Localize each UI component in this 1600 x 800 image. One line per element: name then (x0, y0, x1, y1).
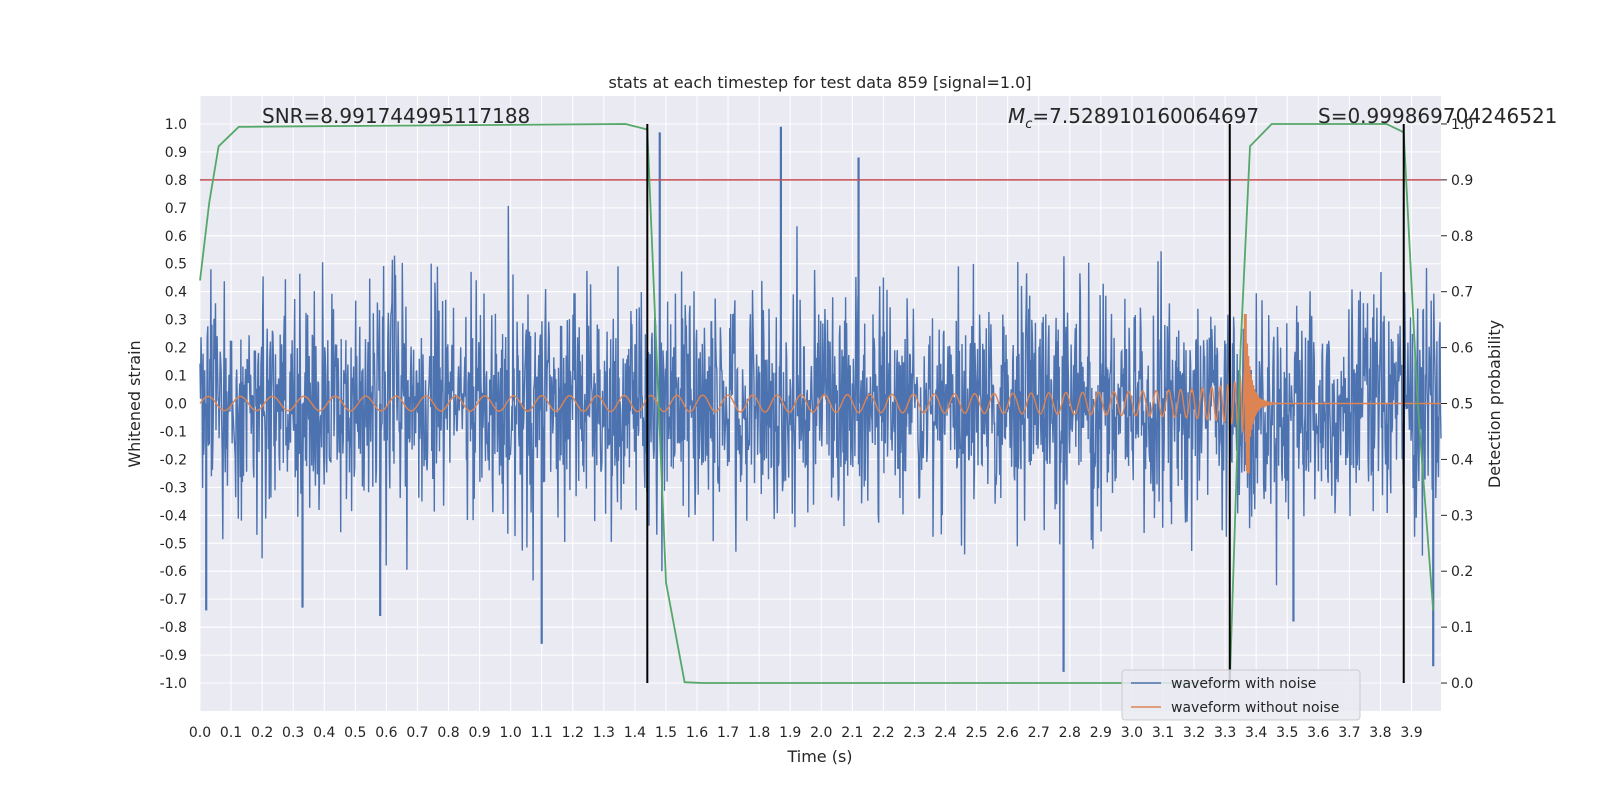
x-tick-label: 1.3 (593, 725, 615, 741)
series-detection-probability (199, 123, 1435, 684)
y-axis-label-right: Detection probability (1485, 320, 1504, 488)
x-tick-label: 0.1 (220, 725, 242, 741)
x-tick-label: 3.1 (1152, 725, 1174, 741)
x-tick-label: 1.0 (500, 725, 522, 741)
y-tick-label-left: 0.0 (165, 397, 187, 413)
y-axis-label-left: Whitened strain (125, 340, 144, 467)
series-waveform-with-noise (199, 205, 1442, 586)
y-tick-label-right: 0.5 (1451, 397, 1473, 413)
y-tick-label-right: 0.2 (1451, 564, 1473, 580)
x-tick-label: 0.8 (437, 725, 459, 741)
x-tick-label: 2.2 (872, 725, 894, 741)
x-tick-label: 1.8 (748, 725, 770, 741)
y-tick-label-right: 0.1 (1451, 620, 1473, 636)
x-tick-label: 3.2 (1183, 725, 1205, 741)
mc-value: =7.528910160064697 (1032, 104, 1259, 128)
y-tick-label-left: 0.1 (165, 369, 187, 385)
y-tick-label-left: 0.9 (165, 145, 187, 161)
y-tick-label-right: 0.8 (1451, 229, 1473, 245)
x-tick-label: 0.7 (406, 725, 428, 741)
x-axis-label: Time (s) (786, 747, 852, 766)
x-tick-label: 0.9 (468, 725, 490, 741)
x-tick-label: 1.2 (562, 725, 584, 741)
x-tick-label: 3.5 (1276, 725, 1298, 741)
y-tick-label-left: -0.6 (160, 564, 187, 580)
x-tick-label: 1.5 (655, 725, 677, 741)
x-tick-label: 2.3 (903, 725, 925, 741)
x-tick-label: 2.9 (1090, 725, 1112, 741)
x-tick-label: 3.6 (1307, 725, 1329, 741)
chart-title: stats at each timestep for test data 859… (608, 73, 1031, 92)
x-tick-label: 2.7 (1028, 725, 1050, 741)
x-tick-label: 2.8 (1059, 725, 1081, 741)
y-tick-label-left: 0.2 (165, 341, 187, 357)
y-tick-label-left: -0.9 (160, 648, 187, 664)
series-waveform-without-noise (199, 343, 1441, 472)
legend-label-clean: waveform without noise (1171, 700, 1339, 716)
series-layer (199, 123, 1442, 684)
y-tick-label-right: 0.7 (1451, 285, 1473, 301)
y-tick-label-left: 0.5 (165, 257, 187, 273)
y-tick-label-left: -0.1 (160, 424, 187, 440)
x-tick-label: 2.6 (997, 725, 1019, 741)
mc-annotation: Mc=7.528910160064697 (1008, 104, 1259, 132)
y-tick-label-right: 0.3 (1451, 508, 1473, 524)
x-tick-label: 0.4 (313, 725, 335, 741)
x-tick-label: 1.6 (686, 725, 708, 741)
y-tick-label-left: 0.7 (165, 201, 187, 217)
legend-box (1121, 669, 1361, 721)
y-tick-label-left: 0.3 (165, 313, 187, 329)
y-tick-label-left: -1.0 (160, 676, 187, 692)
s-annotation: S=0.999869704246521 (1318, 104, 1557, 128)
x-tick-label: 1.7 (717, 725, 739, 741)
x-tick-label: 1.9 (779, 725, 801, 741)
x-tick-label: 3.7 (1338, 725, 1360, 741)
y-tick-label-right: 0.9 (1451, 173, 1473, 189)
x-tick-label: 0.0 (189, 725, 211, 741)
y-tick-label-left: -0.5 (160, 536, 187, 552)
x-tick-label: 1.4 (624, 725, 646, 741)
mc-symbol: M (1008, 104, 1025, 128)
x-tick-label: 0.5 (344, 725, 366, 741)
y-tick-label-left: -0.8 (160, 620, 187, 636)
legend: waveform with noise waveform without noi… (1121, 669, 1361, 721)
y-tick-label-left: 0.8 (165, 173, 187, 189)
y-tick-label-left: 0.6 (165, 229, 187, 245)
snr-annotation: SNR=8.991744995117188 (262, 104, 530, 128)
y-tick-label-left: 0.4 (165, 285, 187, 301)
ticks: 0.0 0.1 0.2 0.3 0.4 0.5 0.6 0.7 0.8 0.9 1.0 1.1 1.2 1… (160, 117, 1474, 741)
x-tick-label: 2.1 (841, 725, 863, 741)
mc-subscript: c (1025, 117, 1032, 132)
x-tick-label: 2.0 (810, 725, 832, 741)
y-tick-label-right: 0.6 (1451, 341, 1473, 357)
x-tick-label: 3.4 (1245, 725, 1267, 741)
y-tick-label-right: 1.0 (1451, 117, 1473, 133)
x-tick-label: 2.4 (934, 725, 956, 741)
x-tick-label: 3.3 (1214, 725, 1236, 741)
y-tick-label-left: -0.2 (160, 452, 187, 468)
y-tick-label-right: 0.0 (1451, 676, 1473, 692)
x-tick-label: 2.5 (965, 725, 987, 741)
y-tick-label-left: 1.0 (165, 117, 187, 133)
x-tick-label: 1.1 (531, 725, 553, 741)
y-tick-label-left: -0.7 (160, 592, 187, 608)
legend-label-noise: waveform with noise (1171, 676, 1316, 692)
y-tick-label-right: 0.4 (1451, 452, 1473, 468)
x-tick-label: 0.2 (251, 725, 273, 741)
x-tick-label: 0.3 (282, 725, 304, 741)
x-tick-label: 3.9 (1400, 725, 1422, 741)
y-tick-label-left: -0.4 (160, 508, 187, 524)
x-tick-label: 3.0 (1121, 725, 1143, 741)
x-tick-label: 3.8 (1369, 725, 1391, 741)
y-tick-label-left: -0.3 (160, 480, 187, 496)
x-tick-label: 0.6 (375, 725, 397, 741)
